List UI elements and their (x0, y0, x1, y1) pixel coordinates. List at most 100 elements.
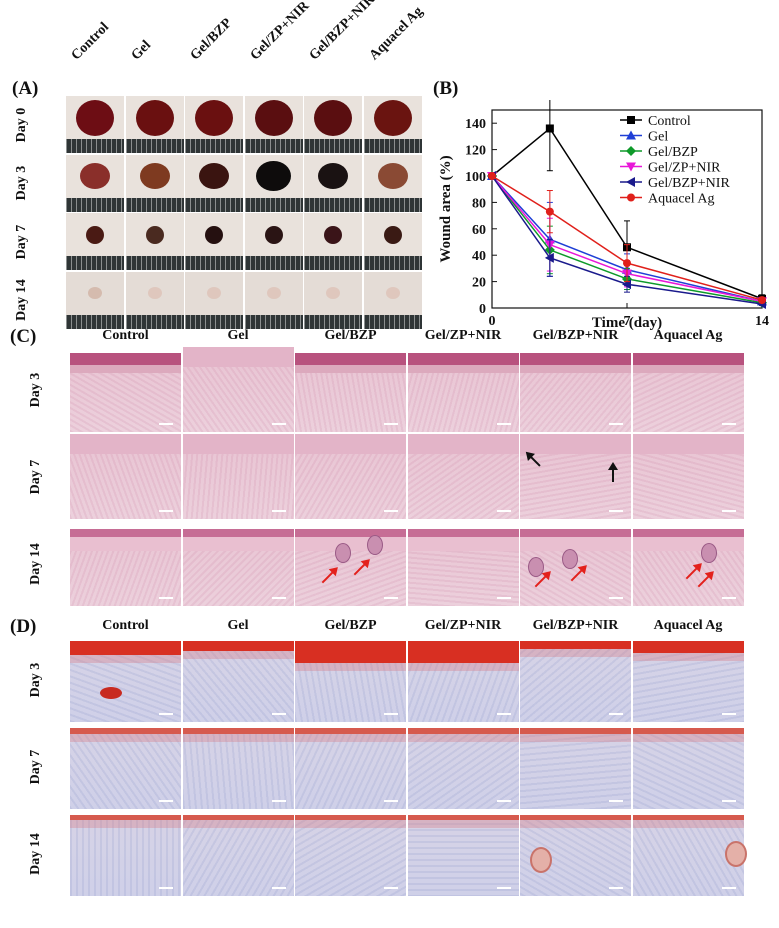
micrograph-gel-bzp-nir-day-3 (520, 347, 631, 432)
micrograph-gel-bzp-nir-day-7 (520, 434, 631, 519)
ruler (185, 314, 243, 329)
ruler (125, 314, 184, 329)
micrograph-gel-bzp-day-3 (295, 347, 406, 432)
legend-marker-gel-bzp (626, 146, 636, 156)
micrograph-gel-zp-nir-day-3 (407, 347, 519, 432)
wound-mark (314, 99, 352, 136)
panel-a-letter: (A) (12, 78, 39, 99)
ruler (66, 139, 124, 153)
wound-mark (377, 163, 408, 189)
column-header-gel: Gel (128, 37, 154, 64)
legend-marker-gel (626, 130, 636, 140)
photo-tile-gel-zp-nir-day-14 (244, 271, 303, 329)
y-tick-label: 20 (472, 276, 486, 291)
ruler (304, 139, 362, 153)
wound-mark (207, 287, 221, 299)
scale-bar (609, 800, 623, 802)
column-header-aquacel-ag: Aquacel Ag (366, 4, 426, 64)
data-point-aquacel-ag (488, 172, 496, 180)
black-arrow (608, 462, 618, 482)
legend-entry-gel-zp-nir: Gel/ZP+NIR (648, 161, 721, 176)
scale-bar (271, 510, 286, 512)
photo-tile-gel-bzp-day-3 (185, 154, 243, 212)
column-header-gel-zp-nir: Gel/ZP+NIR (424, 618, 502, 633)
ruler (125, 256, 184, 270)
data-point-aquacel-ag (623, 259, 631, 268)
wound-mark (147, 287, 162, 299)
scale-bar (271, 887, 286, 889)
ruler (304, 197, 362, 212)
micrograph-control-day-3 (70, 347, 181, 432)
scale-bar (384, 800, 398, 802)
photo-tile-control-day-0 (66, 96, 124, 153)
legend-marker-aquacel-ag (627, 193, 635, 202)
ruler (185, 256, 243, 270)
photo-tile-gel-bzp-nir-day-3 (304, 154, 362, 212)
row-label-day-14: Day 14 (28, 832, 43, 875)
scale-bar (496, 597, 511, 599)
legend-marker-control (627, 116, 635, 124)
scale-bar (384, 510, 398, 512)
micrograph-gel-bzp-day-14 (295, 521, 406, 606)
micrograph-gel-zp-nir-day-3 (407, 637, 519, 722)
y-tick-label: 100 (465, 170, 486, 185)
ruler (244, 197, 303, 212)
wound-mark (383, 225, 402, 244)
x-axis-label: Time (day) (592, 315, 662, 331)
row-label-day-0: Day 0 (14, 107, 29, 142)
ruler (363, 314, 422, 329)
scale-bar (159, 597, 173, 599)
photo-tile-control-day-7 (66, 213, 124, 270)
micrograph-gel-bzp-day-7 (295, 434, 406, 519)
column-header-control: Control (102, 618, 149, 633)
photo-tile-aquacel-ag-day-14 (363, 271, 422, 329)
micrograph-aquacel-ag-day-14 (632, 521, 744, 606)
column-header-gel-bzp-nir: Gel/BZP+NIR (532, 618, 619, 633)
wound-mark (373, 99, 412, 136)
scale-bar (159, 887, 173, 889)
scale-bar (384, 597, 398, 599)
scale-bar (721, 887, 736, 889)
ruler (66, 197, 124, 212)
series-line-gel-bzp-nir (491, 175, 763, 305)
column-header-gel: Gel (227, 618, 249, 633)
hair-follicle (528, 557, 544, 577)
column-header-gel-bzp: Gel/BZP (187, 15, 236, 64)
x-tick-label: 0 (489, 314, 496, 329)
data-point-control (545, 124, 554, 133)
photo-tile-gel-bzp-day-7 (185, 213, 243, 270)
wound-mark (139, 163, 170, 189)
photo-tile-gel-bzp-nir-day-14 (304, 271, 362, 329)
micrograph-gel-day-3 (182, 637, 294, 722)
wound-mark (266, 287, 281, 299)
scale-bar (384, 423, 398, 425)
photo-tile-control-day-14 (66, 271, 124, 329)
row-label-day-14: Day 14 (14, 279, 29, 321)
micrograph-control-day-7 (70, 724, 181, 809)
legend-entry-aquacel-ag: Aquacel Ag (648, 192, 714, 207)
ruler (244, 139, 303, 153)
y-tick-label: 120 (465, 144, 486, 159)
ruler (304, 314, 362, 329)
x-tick-label: 14 (755, 314, 769, 329)
y-tick-label: 0 (479, 302, 486, 317)
data-point-gel-bzp-nir (544, 252, 554, 263)
scale-bar (159, 510, 173, 512)
row-label-day-7: Day 7 (14, 224, 29, 259)
wound-mark (135, 99, 174, 136)
micrograph-aquacel-ag-day-7 (632, 434, 744, 519)
ruler (66, 314, 124, 329)
panel-d-letter: (D) (10, 616, 37, 637)
series-line-control (491, 127, 763, 300)
hair-follicle (335, 543, 351, 563)
wound-mark (199, 163, 229, 189)
column-header-gel-bzp-nir: Gel/BZP+NIR (532, 328, 619, 343)
wound-mark (205, 225, 223, 244)
micrograph-gel-day-7 (182, 724, 294, 809)
hair-follicle (562, 549, 578, 569)
ruler (185, 197, 243, 212)
scale-bar (271, 597, 286, 599)
micrograph-control-day-14 (70, 521, 181, 606)
scale-bar (496, 713, 511, 715)
scale-bar (384, 713, 398, 715)
